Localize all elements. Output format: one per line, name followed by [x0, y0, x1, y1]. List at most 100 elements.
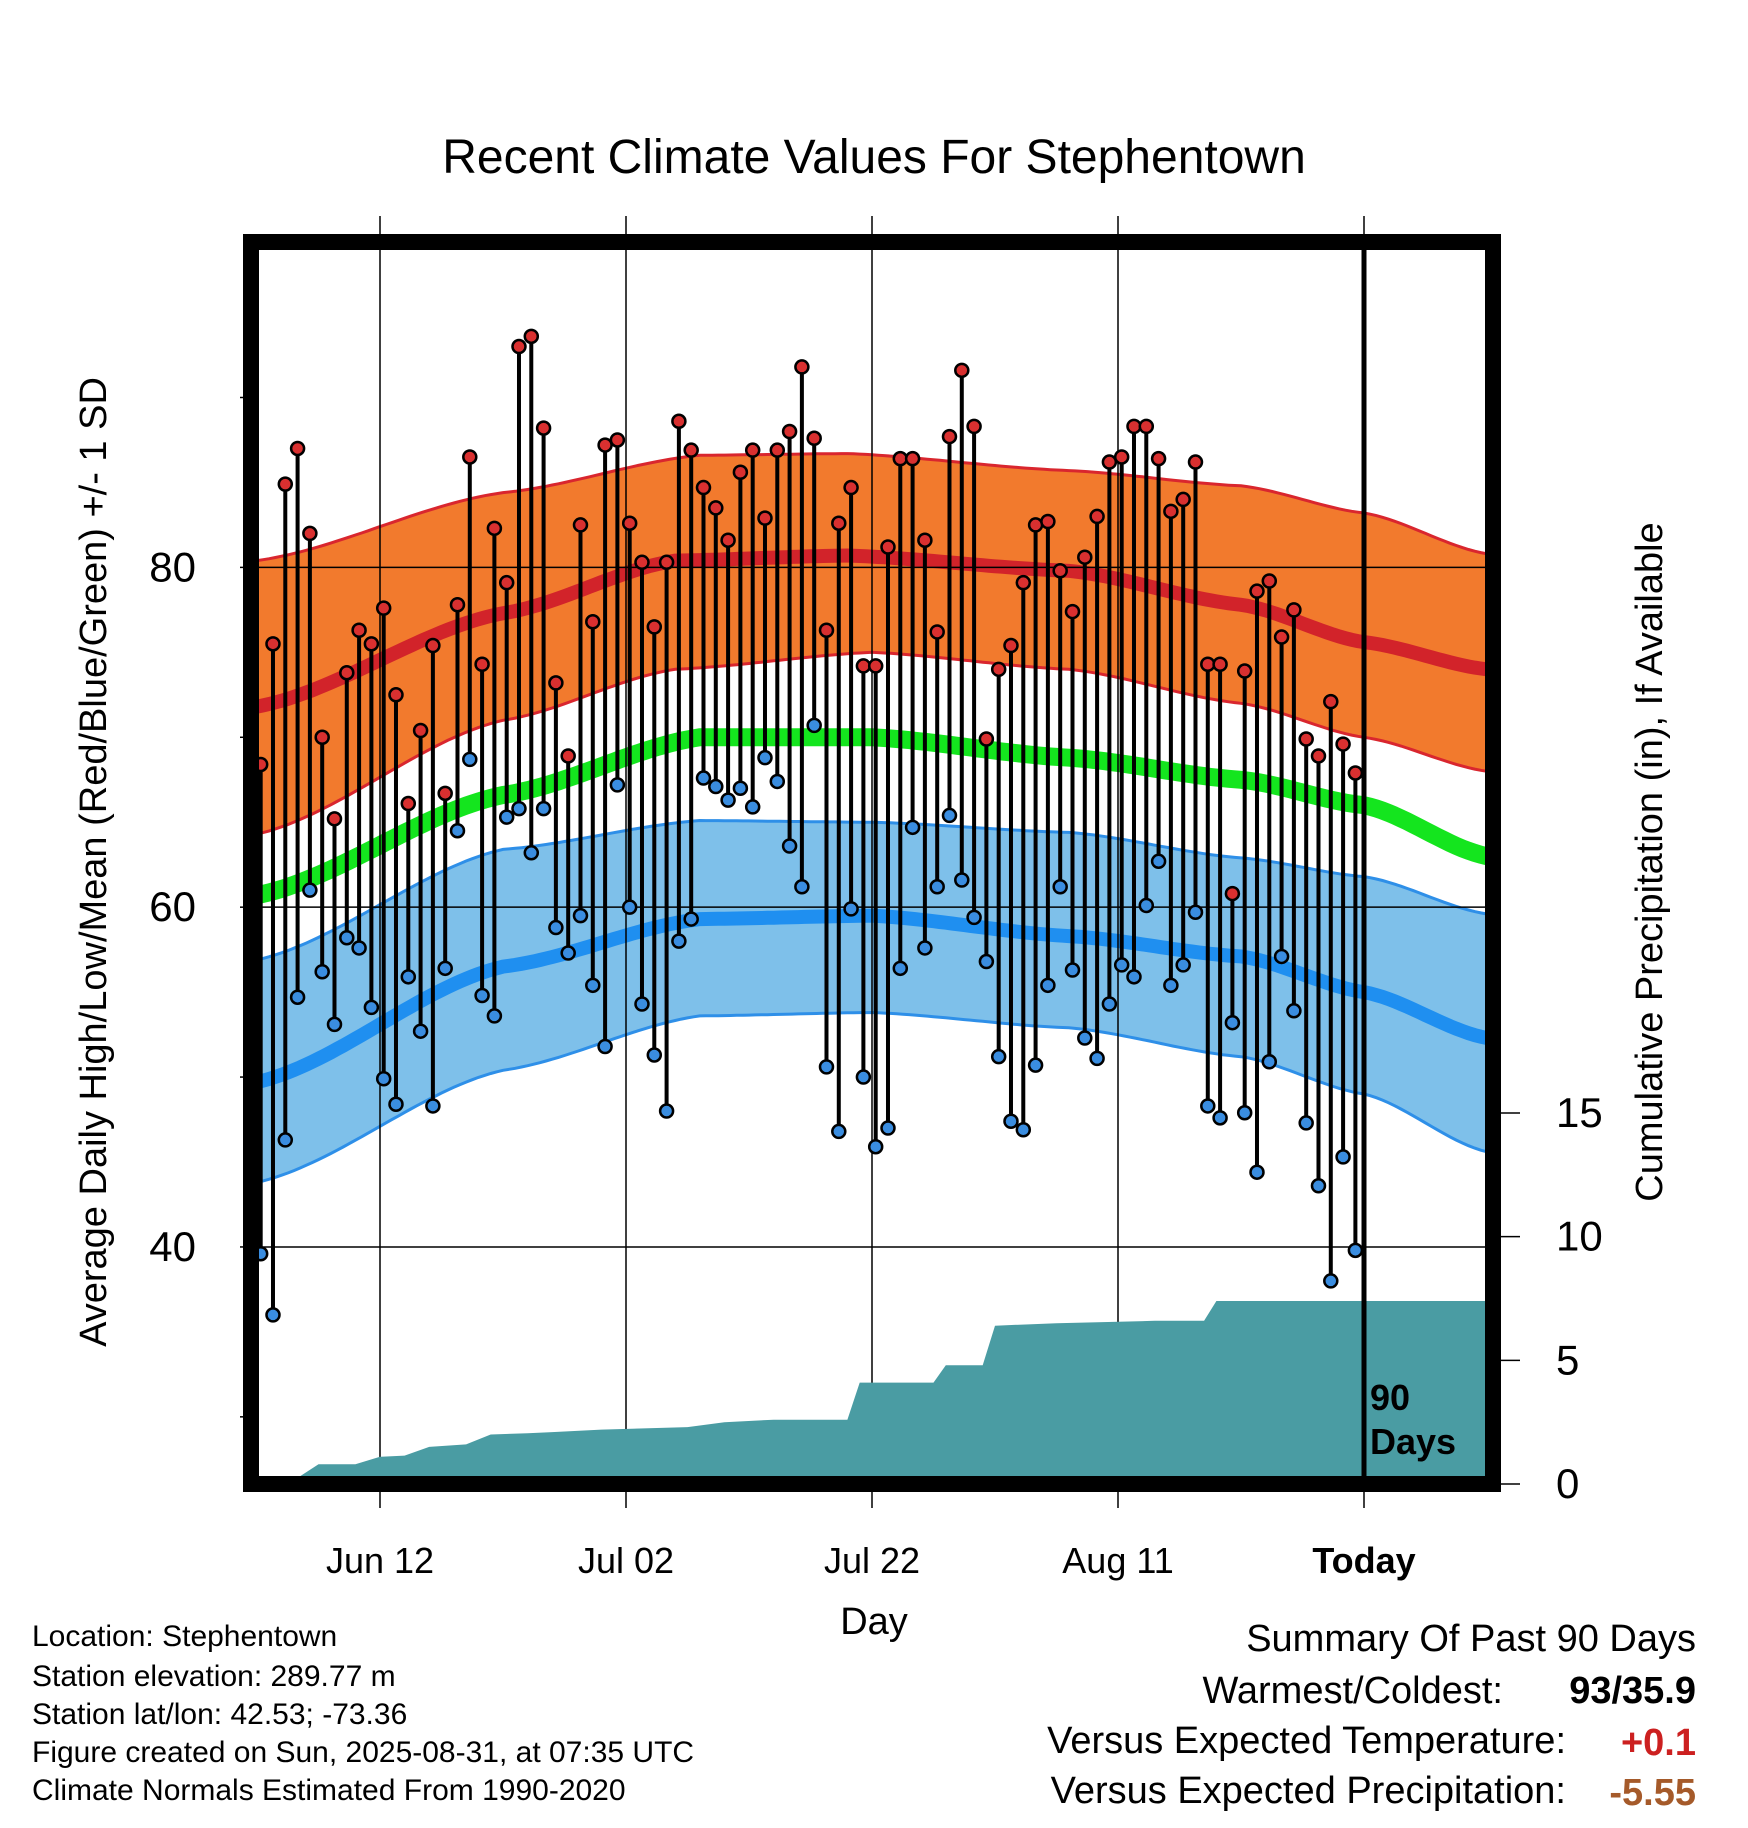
daily-high-dot [880, 539, 896, 555]
daily-low-dot [744, 799, 761, 815]
daily-high-dot [1187, 454, 1204, 470]
daily-low-dot [966, 909, 982, 926]
daily-high-dot [904, 450, 921, 467]
daily-stems [258, 336, 1358, 1315]
daily-low-dot [917, 940, 933, 956]
daily-high-dot [1224, 885, 1241, 902]
daily-high-dot [1150, 450, 1167, 467]
today-days-label: Days [1370, 1421, 1456, 1462]
daily-high-dot [302, 525, 318, 542]
daily-low-dot [425, 1098, 441, 1114]
daily-low-dot [1200, 1098, 1216, 1114]
daily-low-dot [277, 1132, 294, 1148]
plot-border [243, 234, 1501, 1492]
daily-high-dot [597, 437, 613, 453]
daily-high-dot [683, 442, 699, 458]
daily-high-dot [1335, 736, 1351, 752]
daily-high-dot [437, 785, 453, 802]
x-tick-label: Aug 11 [1062, 1540, 1173, 1581]
daily-high-dot [388, 687, 404, 703]
daily-high-dot [695, 479, 712, 496]
grid-lines [257, 248, 1487, 1478]
daily-high-dot [326, 811, 343, 827]
daily-low-dot [1052, 879, 1068, 895]
daily-high-dot [831, 515, 847, 531]
daily-high-dot [265, 636, 281, 652]
daily-low-dot [683, 911, 699, 927]
summary-precip-value: -5.55 [1609, 1772, 1696, 1814]
daily-high-dot [1163, 503, 1179, 520]
daily-high-dot [511, 338, 527, 355]
daily-low-dot [1126, 969, 1142, 985]
daily-low-dot [929, 879, 945, 895]
daily-low-dot [658, 1103, 675, 1119]
daily-low-dot [1015, 1121, 1032, 1138]
axes: Jun 12 Jul 02 Jul 22 Aug 11 Today Day 40 60 80 Av… [73, 216, 1671, 1643]
daily-low-dot [757, 749, 773, 766]
daily-high-dot [671, 413, 687, 430]
daily-low-dot [781, 838, 798, 854]
daily-low-dot [806, 717, 822, 734]
daily-high-dot [572, 517, 589, 533]
daily-low-dot [1027, 1057, 1044, 1073]
daily-high-dot [1138, 418, 1155, 435]
daily-low-dot [1150, 853, 1167, 870]
daily-high-dot [781, 423, 798, 440]
daily-high-dot [1273, 629, 1290, 645]
y-left-tick-label: 80 [149, 543, 196, 590]
daily-low-dot [646, 1047, 663, 1063]
y-right-axis-label: Cumulative Precipitation (in), If Availa… [1629, 522, 1671, 1201]
daily-low-dot [400, 969, 417, 985]
daily-high-dot [757, 510, 773, 526]
x-axis-label: Day [840, 1601, 908, 1643]
daily-high-dot [339, 664, 355, 681]
precip-area [257, 1301, 1487, 1484]
daily-high-dot [658, 554, 675, 571]
daily-high-dot [1347, 765, 1364, 781]
daily-low-dot [314, 963, 330, 980]
daily-high-dot [375, 600, 392, 616]
daily-high-dot [462, 449, 478, 465]
daily-low-dot [1273, 948, 1290, 965]
y-left-tick-label: 60 [149, 883, 196, 930]
daily-high-dot [425, 637, 441, 654]
daily-low-dot [289, 989, 306, 1005]
daily-high-dot [806, 430, 822, 447]
daily-low-dot [831, 1123, 847, 1140]
daily-low-dot [437, 960, 453, 977]
daily-high-dot [1113, 449, 1130, 465]
summary-heading: Summary Of Past 90 Days [1246, 1618, 1696, 1660]
x-tick-label: Jun 12 [326, 1540, 434, 1581]
daily-high-dot [412, 722, 429, 739]
daily-high-dot [1298, 731, 1314, 747]
daily-low-dot [904, 819, 921, 836]
daily-high-dot [1175, 491, 1191, 508]
daily-low-dot [892, 960, 909, 977]
daily-high-dot [732, 464, 749, 481]
info-elevation: Station elevation: 289.77 m [32, 1660, 396, 1693]
daily-high-dot [978, 731, 995, 747]
daily-low-dot [572, 907, 589, 924]
daily-high-dot [609, 432, 626, 448]
daily-low-dot [462, 751, 478, 768]
daily-high-dot [1077, 549, 1093, 565]
daily-high-dot [1064, 603, 1081, 620]
daily-low-dot [769, 773, 786, 790]
info-location: Location: Stephentown [32, 1620, 338, 1653]
daily-high-dot [474, 656, 490, 672]
daily-high-dot [954, 362, 970, 379]
daily-high-dot [917, 532, 933, 548]
summary-precip-label: Versus Expected Precipitation: [1050, 1770, 1566, 1812]
daily-high-dot [400, 795, 417, 812]
daily-high-dot [351, 622, 367, 639]
daily-low-dot [511, 800, 527, 817]
daily-high-dot [1089, 508, 1105, 525]
daily-low-dot [818, 1059, 835, 1075]
precipitation-area [257, 1301, 1487, 1484]
daily-low-dot [708, 778, 724, 795]
daily-high-dot [314, 729, 330, 746]
y-left-tick-label: 40 [149, 1223, 196, 1270]
daily-low-dot [720, 792, 736, 808]
daily-low-dot [1040, 977, 1056, 994]
